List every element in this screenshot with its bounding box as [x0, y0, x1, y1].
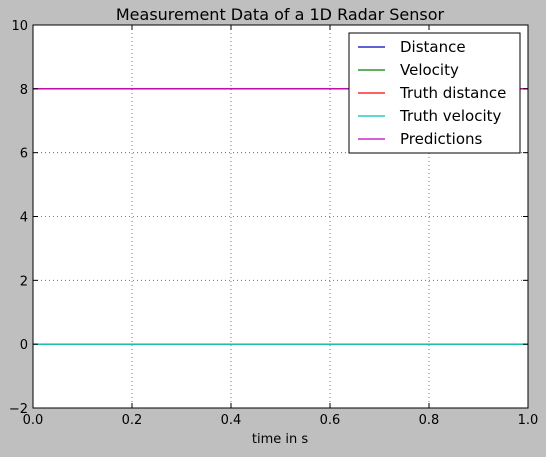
- y-tick-label: 2: [20, 274, 28, 289]
- tick-marks: [32, 24, 529, 409]
- y-tick-labels: −2 0 2 4 6 8 10: [9, 19, 28, 417]
- y-tick-label: −2: [9, 402, 28, 417]
- y-tick-label: 8: [20, 83, 28, 98]
- x-tick-label: 1.0: [518, 413, 539, 428]
- x-tick-label: 0.4: [221, 413, 242, 428]
- x-tick-label: 0.6: [320, 413, 341, 428]
- legend-label-predictions: Predictions: [400, 130, 483, 148]
- legend-label-velocity: Velocity: [400, 61, 459, 79]
- y-tick-label: 4: [20, 211, 28, 226]
- y-tick-label: 0: [20, 338, 28, 353]
- y-tick-label: 10: [11, 19, 28, 34]
- x-tick-label: 0.2: [122, 413, 143, 428]
- x-tick-label: 0.8: [419, 413, 440, 428]
- x-axis-label: time in s: [252, 432, 308, 447]
- x-tick-labels: 0.0 0.2 0.4 0.6 0.8 1.0: [23, 413, 539, 428]
- legend-label-truth-velocity: Truth velocity: [399, 107, 502, 125]
- x-tick-label: 0.0: [23, 413, 44, 428]
- legend: Distance Velocity Truth distance Truth velo…: [348, 32, 521, 154]
- legend-label-distance: Distance: [400, 38, 466, 56]
- chart-title: Measurement Data of a 1D Radar Sensor: [116, 5, 445, 24]
- legend-label-truth-distance: Truth distance: [399, 84, 506, 102]
- y-tick-label: 6: [20, 147, 28, 162]
